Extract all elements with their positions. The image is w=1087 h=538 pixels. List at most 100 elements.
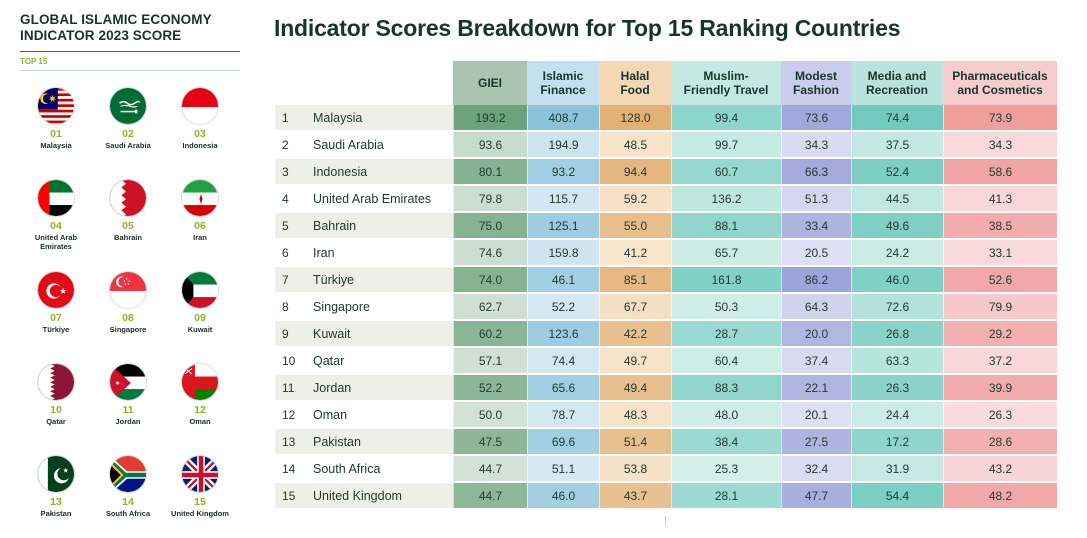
singapore-flag-icon	[109, 271, 147, 309]
row-country: Bahrain	[305, 213, 453, 240]
cell-modest-fashion: 20.0	[781, 321, 851, 348]
cell-islamic-finance: 46.0	[527, 483, 599, 510]
cell-giei: 74.6	[453, 240, 527, 267]
cell-islamic-finance: 93.2	[527, 159, 599, 186]
country-tile: 15 United Kingdom	[164, 455, 236, 538]
cell-halal-food: 49.4	[599, 375, 671, 402]
row-rank: 3	[275, 159, 305, 186]
country-tile-name: Malaysia	[20, 141, 92, 150]
cell-halal-food: 94.4	[599, 159, 671, 186]
cell-pharma-cosmetics: 43.2	[943, 456, 1057, 483]
cell-muslim-friendly-travel: 60.4	[671, 348, 781, 375]
table-row: 4 United Arab Emirates 79.8 115.7 59.2 136.2 5…	[275, 186, 1057, 213]
cell-muslim-friendly-travel: 65.7	[671, 240, 781, 267]
cell-media-recreation: 31.9	[851, 456, 943, 483]
cell-media-recreation: 72.6	[851, 294, 943, 321]
row-rank: 14	[275, 456, 305, 483]
column-header-line: and Cosmetics	[957, 83, 1043, 97]
cell-muslim-friendly-travel: 99.7	[671, 132, 781, 159]
country-rank-number: 03	[194, 128, 206, 140]
country-rank-number: 09	[194, 312, 206, 324]
row-country: Iran	[305, 240, 453, 267]
chart-title: Indicator Scores Breakdown for Top 15 Ra…	[274, 15, 901, 41]
cell-pharma-cosmetics: 73.9	[943, 105, 1057, 132]
kuwait-flag-icon	[181, 271, 219, 309]
country-tile: 06 Iran	[164, 179, 236, 271]
column-header-giei: GIEI	[453, 61, 527, 105]
table-row: 8 Singapore 62.7 52.2 67.7 50.3 64.3 72.6 79.9	[275, 294, 1057, 321]
country-tile: 07 Türkiye	[20, 271, 92, 363]
country-tile: 02 Saudi Arabia	[92, 87, 164, 179]
cell-pharma-cosmetics: 33.1	[943, 240, 1057, 267]
cell-muslim-friendly-travel: 48.0	[671, 402, 781, 429]
cell-halal-food: 85.1	[599, 267, 671, 294]
country-tile: 01 Malaysia	[20, 87, 92, 179]
cell-media-recreation: 52.4	[851, 159, 943, 186]
cell-pharma-cosmetics: 39.9	[943, 375, 1057, 402]
cell-modest-fashion: 32.4	[781, 456, 851, 483]
united-kingdom-flag-icon	[181, 455, 219, 493]
row-rank: 11	[275, 375, 305, 402]
table-row: 3 Indonesia 80.1 93.2 94.4 60.7 66.3 52.4 58.6	[275, 159, 1057, 186]
country-tile-name: Qatar	[20, 417, 92, 426]
row-rank: 1	[275, 105, 305, 132]
cell-pharma-cosmetics: 79.9	[943, 294, 1057, 321]
cell-islamic-finance: 51.1	[527, 456, 599, 483]
country-tile-name: Saudi Arabia	[92, 141, 164, 150]
column-header-line: Muslim-	[703, 69, 749, 83]
country-tile-name-line: Kuwait	[187, 325, 213, 334]
cell-pharma-cosmetics: 38.5	[943, 213, 1057, 240]
cell-halal-food: 128.0	[599, 105, 671, 132]
flag-grid: 01 Malaysia 02 Saudi Arabia 03 Indonesia 04 Uni…	[20, 87, 240, 538]
row-country: Kuwait	[305, 321, 453, 348]
table-row: 7 Türkiye 74.0 46.1 85.1 161.8 86.2 46.0 52.6	[275, 267, 1057, 294]
column-header-modest-fashion: Modest Fashion	[781, 61, 851, 105]
country-rank-number: 10	[50, 404, 62, 416]
country-tile: 13 Pakistan	[20, 455, 92, 538]
country-tile-name-line: Qatar	[46, 417, 66, 426]
turkiye-flag-icon	[37, 271, 75, 309]
country-tile-name-line: Oman	[189, 417, 211, 426]
table-row: 5 Bahrain 75.0 125.1 55.0 88.1 33.4 49.6 38.5	[275, 213, 1057, 240]
cell-islamic-finance: 52.2	[527, 294, 599, 321]
cell-giei: 57.1	[453, 348, 527, 375]
cell-giei: 93.6	[453, 132, 527, 159]
table-row: 11 Jordan 52.2 65.6 49.4 88.3 22.1 26.3 39.9	[275, 375, 1057, 402]
table-row: 13 Pakistan 47.5 69.6 51.4 38.4 27.5 17.2 28.6	[275, 429, 1057, 456]
qatar-flag-icon	[37, 363, 75, 401]
scores-table: GIEI Islamic Finance Halal Food Muslim- Friend…	[275, 61, 1057, 510]
cell-islamic-finance: 125.1	[527, 213, 599, 240]
row-rank: 8	[275, 294, 305, 321]
table-row: 9 Kuwait 60.2 123.6 42.2 28.7 20.0 26.8 29.2	[275, 321, 1057, 348]
country-tile-name: United Kingdom	[164, 509, 236, 518]
country-rank-number: 01	[50, 128, 62, 140]
cell-media-recreation: 37.5	[851, 132, 943, 159]
table-row: 1 Malaysia 193.2 408.7 128.0 99.4 73.6 74.4 73.9	[275, 105, 1057, 132]
country-tile-name-line: Indonesia	[182, 141, 218, 150]
country-tile: 03 Indonesia	[164, 87, 236, 179]
panel-title: GLOBAL ISLAMIC ECONOMY INDICATOR 2023 SC…	[20, 12, 240, 44]
column-header-islamic-finance: Islamic Finance	[527, 61, 599, 105]
row-country: Qatar	[305, 348, 453, 375]
column-header-line: GIEI	[477, 76, 502, 90]
cell-giei: 52.2	[453, 375, 527, 402]
country-rank-number: 12	[194, 404, 206, 416]
cell-media-recreation: 26.8	[851, 321, 943, 348]
cell-modest-fashion: 86.2	[781, 267, 851, 294]
country-tile-name-line: Emirates	[40, 242, 72, 251]
cell-islamic-finance: 123.6	[527, 321, 599, 348]
column-header-line: Modest	[795, 69, 837, 83]
column-header-line: Finance	[540, 83, 586, 97]
cell-media-recreation: 44.5	[851, 186, 943, 213]
pakistan-flag-icon	[37, 455, 75, 493]
country-tile-name-line: Singapore	[109, 325, 147, 334]
cell-halal-food: 53.8	[599, 456, 671, 483]
country-tile-name-line: Bahrain	[114, 233, 142, 242]
country-rank-number: 04	[50, 220, 62, 232]
panel-subtitle: TOP 15	[20, 57, 48, 66]
row-country: United Kingdom	[305, 483, 453, 510]
panel-title-line2: INDICATOR 2023 SCORE	[20, 28, 182, 43]
cell-giei: 193.2	[453, 105, 527, 132]
cell-modest-fashion: 34.3	[781, 132, 851, 159]
column-header-line: Recreation	[865, 83, 929, 97]
